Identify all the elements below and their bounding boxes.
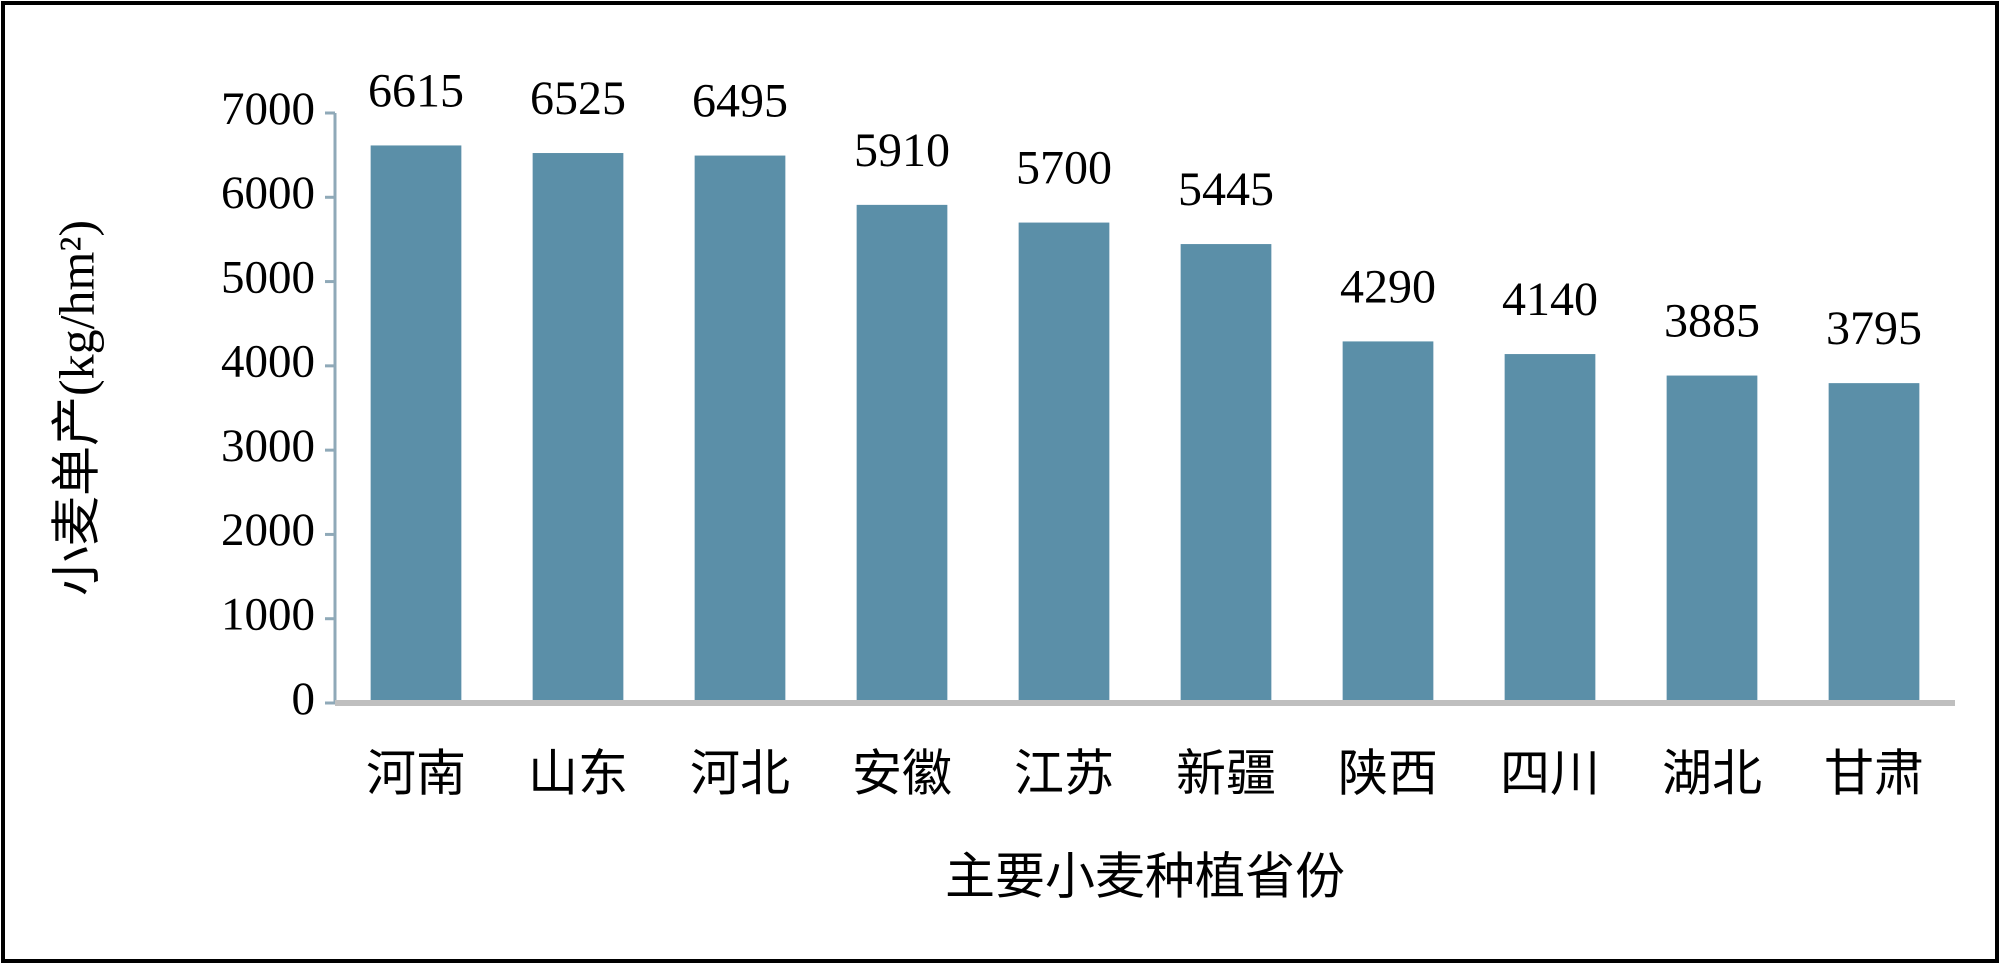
y-axis-title: 小麦单产(kg/hm²) [48, 220, 104, 596]
data-label: 6525 [530, 72, 626, 125]
x-tick-label: 新疆 [1176, 745, 1276, 801]
bar [856, 204, 948, 703]
data-label: 5700 [1016, 142, 1112, 195]
x-tick-label: 四川 [1500, 745, 1600, 801]
x-tick-label: 湖北 [1662, 745, 1762, 801]
data-label: 4140 [1502, 273, 1598, 326]
x-tick-label: 江苏 [1014, 745, 1114, 801]
bar [370, 145, 462, 703]
y-tick-label: 3000 [221, 420, 315, 472]
x-axis-title: 主要小麦种植省份 [945, 848, 1345, 904]
x-tick-label: 河北 [690, 745, 790, 801]
y-tick-label: 6000 [221, 167, 315, 219]
bar [1342, 341, 1434, 703]
data-label: 5445 [1178, 163, 1274, 216]
data-label: 5910 [854, 124, 950, 177]
data-label: 6615 [368, 64, 464, 117]
y-tick-label: 1000 [221, 588, 315, 640]
x-tick-label: 陕西 [1338, 745, 1438, 801]
bar [1828, 383, 1920, 703]
y-tick-label: 4000 [221, 336, 315, 388]
y-tick-label: 7000 [221, 83, 315, 135]
x-tick-label: 河南 [366, 745, 466, 801]
x-tick-label: 山东 [528, 745, 628, 801]
bar [1666, 375, 1758, 703]
x-tick-label: 甘肃 [1824, 745, 1924, 801]
bar [1018, 222, 1110, 704]
data-label: 6495 [692, 75, 788, 128]
x-tick-label: 安徽 [852, 745, 952, 801]
bar [694, 155, 786, 704]
y-tick-label: 2000 [221, 504, 315, 556]
bar [1180, 244, 1272, 704]
y-tick-label: 5000 [221, 251, 315, 303]
bar [1504, 354, 1596, 703]
data-label: 4290 [1340, 260, 1436, 313]
y-tick-label: 0 [292, 673, 316, 725]
data-label: 3885 [1664, 295, 1760, 348]
bar [532, 153, 624, 704]
data-label: 3795 [1826, 302, 1922, 355]
